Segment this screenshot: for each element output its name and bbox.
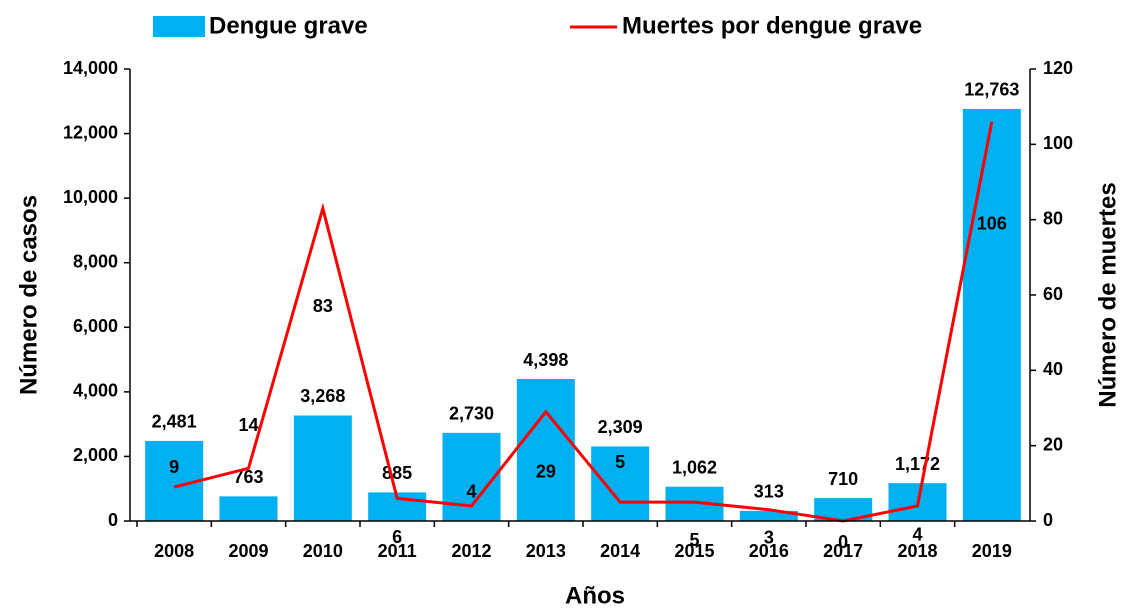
line-value-label: 14 xyxy=(238,415,258,435)
x-tick-label: 2014 xyxy=(600,541,640,561)
line-value-label: 5 xyxy=(689,530,699,550)
x-tick-label: 2016 xyxy=(749,541,789,561)
line-value-label: 3 xyxy=(764,527,774,547)
y2-tick-label: 20 xyxy=(1043,434,1063,454)
y2-tick-label: 60 xyxy=(1043,284,1063,304)
bar xyxy=(293,415,352,521)
y-tick-label: 10,000 xyxy=(63,187,118,207)
bar xyxy=(814,498,873,521)
line-value-label: 4 xyxy=(466,482,476,502)
y2-tick-label: 100 xyxy=(1043,133,1073,153)
bar-value-label: 763 xyxy=(233,467,263,487)
legend-label: Muertes por dengue grave xyxy=(622,12,922,39)
y2-tick-label: 80 xyxy=(1043,208,1063,228)
y-tick-label: 4,000 xyxy=(73,381,118,401)
x-tick-label: 2010 xyxy=(303,541,343,561)
y2-tick-label: 120 xyxy=(1043,58,1073,78)
line-value-label: 106 xyxy=(977,213,1007,233)
line-value-label: 0 xyxy=(838,532,848,552)
y2-tick-label: 0 xyxy=(1043,510,1053,530)
y-axis-title: Número de casos xyxy=(15,195,42,395)
bar-value-label: 313 xyxy=(754,482,784,502)
line-value-label: 83 xyxy=(313,296,333,316)
y2-tick-label: 40 xyxy=(1043,359,1063,379)
bar-value-label: 1,062 xyxy=(672,457,717,477)
x-tick-label: 2018 xyxy=(897,541,937,561)
bar-value-label: 710 xyxy=(828,469,858,489)
line-value-label: 9 xyxy=(169,457,179,477)
bar-value-label: 2,730 xyxy=(449,404,494,424)
bar-value-label: 1,172 xyxy=(895,454,940,474)
deaths-line xyxy=(173,121,994,523)
x-tick-label: 2019 xyxy=(972,541,1012,561)
line-value-label: 6 xyxy=(392,527,402,547)
y-tick-label: 6,000 xyxy=(73,316,118,336)
bar xyxy=(591,446,650,521)
legend-swatch xyxy=(153,16,205,37)
bar-value-label: 12,763 xyxy=(964,80,1019,100)
bar-value-label: 885 xyxy=(382,463,412,483)
y-tick-label: 2,000 xyxy=(73,445,118,465)
x-axis-title: Años xyxy=(565,582,625,609)
y2-axis-title: Número de muertes xyxy=(1094,182,1121,407)
line-value-label: 5 xyxy=(615,452,625,472)
bar-value-label: 2,481 xyxy=(152,412,197,432)
x-tick-label: 2009 xyxy=(228,541,268,561)
x-tick-label: 2008 xyxy=(154,541,194,561)
bar xyxy=(442,432,501,521)
legend-label: Dengue grave xyxy=(209,12,368,39)
y-tick-label: 8,000 xyxy=(73,251,118,271)
bar-value-label: 4,398 xyxy=(523,350,568,370)
bar-value-label: 3,268 xyxy=(300,386,345,406)
bar xyxy=(516,379,575,521)
line-value-label: 29 xyxy=(536,462,556,482)
bar xyxy=(739,510,798,521)
x-tick-label: 2011 xyxy=(378,541,417,561)
bar xyxy=(962,108,1021,521)
x-tick-label: 2017 xyxy=(823,541,863,561)
y-tick-label: 0 xyxy=(108,510,118,530)
x-tick-label: 2012 xyxy=(451,541,491,561)
bar-value-label: 2,309 xyxy=(598,417,643,437)
bar xyxy=(219,496,278,521)
x-tick-label: 2015 xyxy=(674,541,714,561)
line-value-label: 4 xyxy=(912,525,922,545)
x-tick-label: 2013 xyxy=(526,541,566,561)
y-tick-label: 14,000 xyxy=(63,58,118,78)
y-tick-label: 12,000 xyxy=(63,122,118,142)
